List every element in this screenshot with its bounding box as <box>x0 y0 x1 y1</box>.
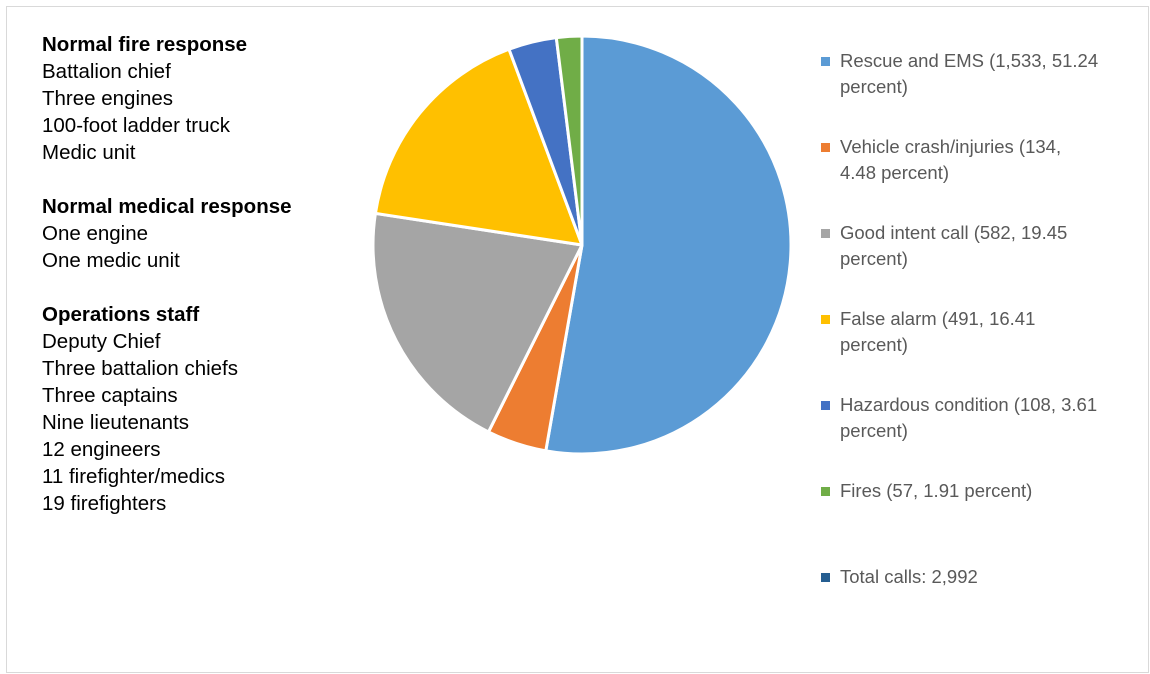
notes-heading: Normal medical response <box>42 195 292 218</box>
notes-line: 12 engineers <box>42 438 161 461</box>
pie-slice-good-intent-call <box>371 211 584 434</box>
legend-label: False alarm (491, 16.41 <box>840 308 1036 329</box>
legend-item: False alarm (491, 16.41 percent) <box>821 306 1035 358</box>
legend-label: percent) <box>840 76 908 97</box>
legend-label: Good intent call (582, 19.45 <box>840 222 1068 243</box>
legend-label: Fires (57, 1.91 percent) <box>840 480 1033 501</box>
legend-item: Good intent call (582, 19.45 percent) <box>821 220 1067 272</box>
notes-line: Three battalion chiefs <box>42 357 239 380</box>
legend-item: Rescue and EMS (1,533, 51.24 percent) <box>821 48 1098 100</box>
notes-section: Normal medical response One engine One med… <box>42 193 292 274</box>
notes-line: 19 firefighters <box>42 492 167 515</box>
notes-line: 100-foot ladder truck <box>42 114 231 137</box>
notes-heading: Normal fire response <box>42 33 248 56</box>
pie-slice-rescue-and-ems <box>544 34 793 456</box>
legend-item: Total calls: 2,992 <box>821 564 978 590</box>
legend-label: Rescue and EMS (1,533, 51.24 <box>840 50 1099 71</box>
legend-label: Hazardous condition (108, 3.61 <box>840 394 1098 415</box>
legend-label: 4.48 percent) <box>840 162 950 183</box>
pie-slice-fires <box>554 34 584 247</box>
legend-swatch <box>821 229 830 238</box>
legend-swatch <box>821 573 830 582</box>
notes-section: Normal fire response Battalion chief Three… <box>42 31 292 166</box>
legend-label: percent) <box>840 420 908 441</box>
notes-section: Operations staff Deputy Chief Three battal… <box>42 301 292 517</box>
notes-line: Deputy Chief <box>42 330 161 353</box>
legend-label: percent) <box>840 334 908 355</box>
notes-line: One engine <box>42 222 149 245</box>
legend-swatch <box>821 57 830 66</box>
notes-heading: Operations staff <box>42 303 200 326</box>
notes-line: 11 firefighter/medics <box>42 465 226 488</box>
legend-item: Fires (57, 1.91 percent) <box>821 478 1032 504</box>
chart-frame <box>6 6 1149 673</box>
legend-swatch <box>821 487 830 496</box>
legend-swatch <box>821 315 830 324</box>
pie-slice-false-alarm <box>373 47 584 247</box>
legend-swatch <box>821 401 830 410</box>
legend-swatch <box>821 143 830 152</box>
response-notes: Normal fire response Battalion chief Three… <box>42 31 292 544</box>
notes-line: Battalion chief <box>42 60 171 83</box>
legend-label: Total calls: 2,992 <box>840 566 978 587</box>
notes-line: Medic unit <box>42 141 136 164</box>
notes-line: Three captains <box>42 384 178 407</box>
notes-line: Nine lieutenants <box>42 411 190 434</box>
legend-item: Vehicle crash/injuries (134, 4.48 percent… <box>821 134 1061 186</box>
legend-label: Vehicle crash/injuries (134, <box>840 136 1062 157</box>
notes-line: One medic unit <box>42 249 180 272</box>
legend-item: Hazardous condition (108, 3.61 percent) <box>821 392 1097 444</box>
legend-label: percent) <box>840 248 908 269</box>
notes-line: Three engines <box>42 87 174 110</box>
